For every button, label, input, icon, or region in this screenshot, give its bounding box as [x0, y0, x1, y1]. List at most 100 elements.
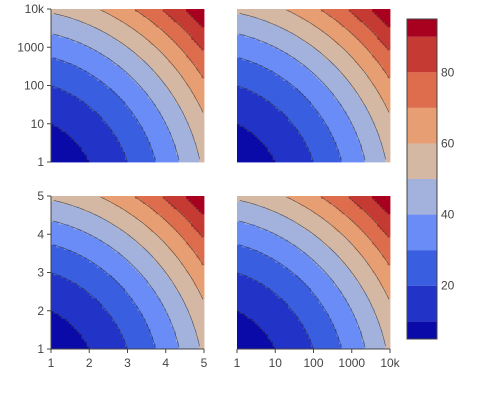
- contour-cell: [109, 90, 113, 94]
- contour-cell: [198, 54, 202, 58]
- contour-cell: [89, 16, 93, 20]
- contour-cell: [53, 118, 57, 122]
- contour-cell: [79, 16, 82, 20]
- contour-cell: [170, 159, 174, 163]
- contour-cell: [71, 24, 75, 28]
- contour-cell: [265, 139, 268, 142]
- contour-cell: [119, 90, 123, 94]
- contour-cell: [76, 133, 80, 137]
- contour-cell: [160, 39, 164, 43]
- contour-cell: [254, 39, 258, 43]
- contour-cell: [285, 29, 289, 33]
- contour-cell: [181, 72, 184, 76]
- contour-cell: [71, 151, 75, 155]
- contour-cell: [140, 44, 144, 48]
- contour-cell: [99, 88, 103, 91]
- contour-cell: [293, 136, 297, 140]
- contour-cell: [76, 108, 80, 112]
- contour-cell: [270, 149, 274, 153]
- contour-cell: [158, 47, 162, 51]
- contour-cell: [66, 47, 70, 51]
- contour-cell: [277, 121, 281, 125]
- contour-cell: [165, 126, 169, 130]
- contour-cell: [265, 65, 268, 69]
- contour-cell: [198, 21, 202, 25]
- contour-cell: [165, 14, 169, 18]
- contour-cell: [191, 88, 195, 91]
- contour-cell: [270, 29, 274, 33]
- contour-cell: [262, 77, 266, 81]
- contour-cell: [104, 21, 108, 25]
- contour-cell: [61, 133, 65, 137]
- contour-cell: [79, 39, 82, 43]
- contour-cell: [247, 65, 251, 69]
- contour-cell: [73, 54, 77, 58]
- contour-cell: [130, 62, 133, 66]
- contour-cell: [201, 52, 205, 56]
- contour-cell: [198, 113, 202, 117]
- contour-cell: [68, 65, 72, 69]
- contour-cell: [158, 49, 162, 53]
- contour-cell: [242, 121, 246, 125]
- contour-cell: [63, 136, 67, 140]
- contour-cell: [63, 123, 67, 127]
- contour-cell: [288, 19, 291, 23]
- contour-cell: [127, 65, 131, 69]
- contour-cell: [99, 62, 103, 66]
- contour-cell: [247, 19, 251, 23]
- contour-cell: [275, 139, 279, 142]
- contour-cell: [293, 57, 297, 61]
- contour-cell: [73, 67, 77, 71]
- contour-cell: [61, 9, 65, 12]
- contour-cell: [160, 75, 164, 79]
- contour-cell: [130, 100, 133, 104]
- contour-cell: [53, 24, 57, 28]
- contour-cell: [76, 90, 80, 94]
- contour-cell: [86, 113, 90, 117]
- contour-cell: [58, 16, 62, 20]
- contour-cell: [201, 37, 205, 40]
- contour-cell: [168, 47, 172, 51]
- contour-cell: [237, 93, 240, 97]
- contour-cell: [86, 136, 90, 140]
- contour-cell: [237, 26, 240, 30]
- contour-cell: [76, 103, 80, 107]
- contour-cell: [165, 77, 169, 81]
- contour-cell: [73, 75, 77, 79]
- contour-cell: [130, 9, 133, 12]
- contour-cell: [249, 141, 253, 145]
- contour-cell: [188, 39, 192, 43]
- contour-cell: [140, 52, 144, 56]
- contour-cell: [112, 19, 116, 23]
- contour-cell: [170, 126, 174, 130]
- contour-cell: [249, 113, 253, 117]
- contour-cell: [178, 100, 182, 104]
- contour-cell: [76, 42, 80, 46]
- contour-cell: [239, 9, 243, 12]
- contour-cell: [73, 93, 77, 97]
- contour-cell: [290, 123, 294, 127]
- contour-cell: [53, 103, 57, 107]
- contour-cell: [56, 14, 60, 18]
- contour-cell: [262, 151, 266, 155]
- contour-cell: [63, 149, 67, 153]
- contour-cell: [127, 39, 131, 43]
- contour-cell: [163, 139, 167, 142]
- contour-cell: [175, 100, 179, 104]
- contour-cell: [198, 88, 202, 91]
- contour-cell: [79, 105, 82, 109]
- contour-cell: [127, 77, 131, 81]
- contour-cell: [170, 118, 174, 122]
- contour-cell: [191, 42, 195, 46]
- contour-cell: [150, 98, 154, 102]
- contour-cell: [262, 141, 266, 145]
- contour-cell: [91, 136, 95, 140]
- contour-cell: [91, 121, 95, 125]
- contour-cell: [183, 95, 187, 99]
- contour-cell: [288, 75, 291, 79]
- contour-cell: [53, 139, 57, 142]
- contour-cell: [160, 159, 164, 163]
- contour-cell: [275, 37, 279, 40]
- contour-cell: [127, 21, 131, 25]
- contour-cell: [96, 44, 100, 48]
